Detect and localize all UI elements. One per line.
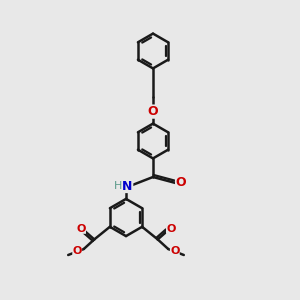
Text: N: N (122, 179, 133, 193)
Text: O: O (170, 246, 179, 256)
Text: O: O (76, 224, 86, 234)
Text: O: O (176, 176, 186, 190)
Text: O: O (166, 224, 176, 234)
Text: O: O (148, 105, 158, 118)
Text: O: O (73, 246, 82, 256)
Text: H: H (113, 181, 122, 191)
